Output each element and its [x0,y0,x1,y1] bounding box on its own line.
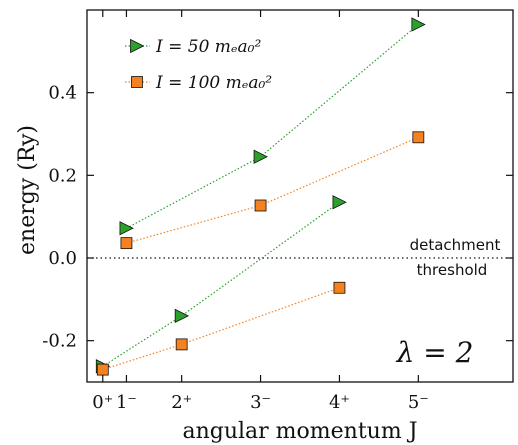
legend-entry-label: I = 50 mₑa₀² [155,37,261,57]
legend: I = 50 mₑa₀² I = 100 mₑa₀² [125,37,272,93]
x-tick-label: 1⁻ [116,392,137,413]
legend-entry-label: I = 100 mₑa₀² [155,73,272,93]
series-markers [95,17,426,376]
x-tick-label: 4⁺ [329,392,350,413]
triangle-marker [174,308,190,324]
lambda-annotation: λ = 2 [396,336,474,369]
plot-frame [86,9,514,383]
triangle-marker [119,221,134,236]
x-tick-label: 2⁺ [171,392,192,413]
square-marker [333,281,346,294]
triangle-marker [253,149,268,164]
square-marker [412,131,425,144]
y-tick-label: 0.0 [48,248,77,269]
series-line [102,287,340,371]
x-tick-label: 3⁻ [250,392,271,413]
x-tick-label: 0⁺ [92,392,113,413]
triangle-marker [130,38,145,54]
y-tick-label: 0.4 [48,83,77,104]
series-line [102,201,340,367]
detachment-label-line2: threshold [417,261,488,279]
series-line [126,136,419,244]
square-marker [254,199,267,212]
square-marker [120,237,133,250]
plot-area-border [86,9,514,383]
y-tick-label: 0.2 [48,165,77,186]
y-axis-label: energy (Ry) [15,125,40,255]
square-marker [175,338,188,351]
square-marker [96,363,109,376]
square-marker [131,76,143,88]
axis-ticks: -0.2 0.0 0.2 0.4 0⁺ 1⁻ 2⁺ 3⁻ 4⁺ 5⁻ [42,10,513,413]
triangle-marker [411,17,426,32]
detachment-label-line1: detachment [410,236,501,254]
triangle-marker [332,195,347,210]
x-tick-label: 5⁻ [408,392,429,413]
y-tick-label: -0.2 [42,331,77,352]
x-axis-label: angular momentum J [182,419,417,444]
